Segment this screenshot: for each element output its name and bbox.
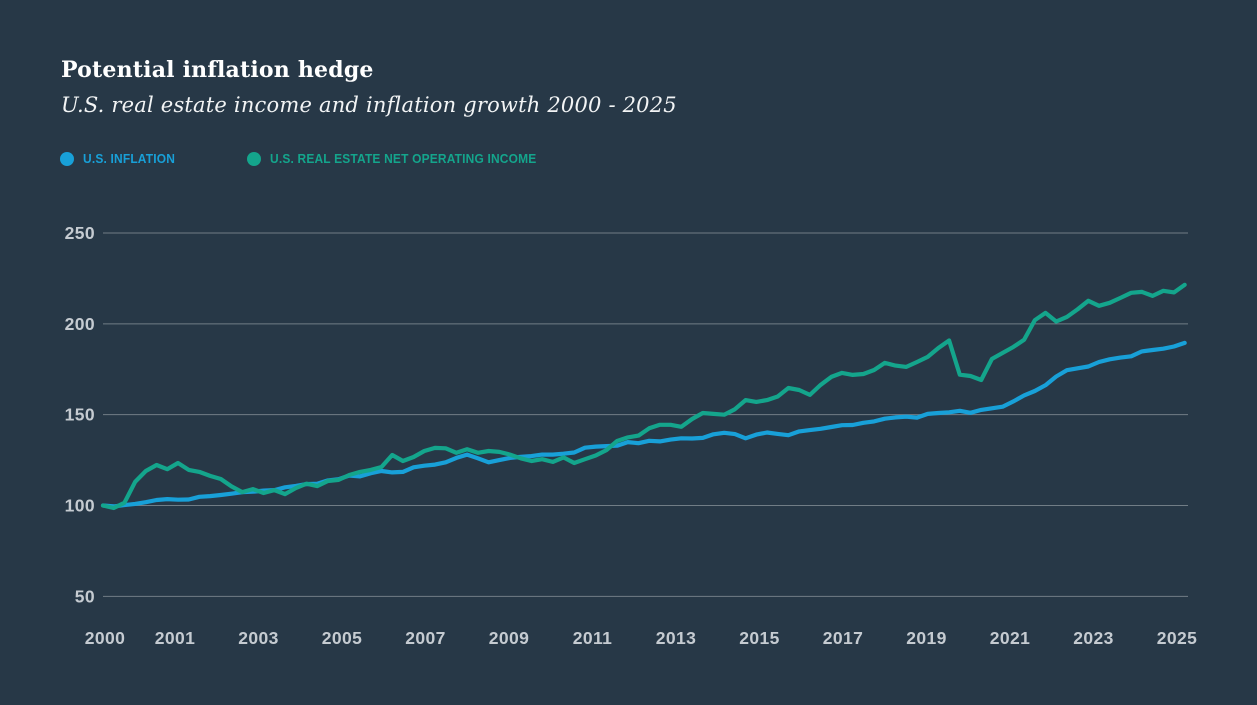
x-axis-tick-label: 2001 xyxy=(155,628,196,648)
x-axis-tick-label: 2011 xyxy=(573,628,613,648)
noi-legend-dot-icon xyxy=(247,151,262,166)
y-axis-tick-label: 250 xyxy=(65,223,95,243)
x-axis-tick-label: 2021 xyxy=(990,628,1031,648)
x-axis-tick-label: 2009 xyxy=(489,628,530,648)
x-axis-tick-label: 2007 xyxy=(405,628,446,648)
line-series-real-estate-noi xyxy=(100,282,1187,511)
x-axis-tick-label: 2017 xyxy=(823,628,864,648)
x-axis-tick-label: 2019 xyxy=(906,628,947,648)
chart-legend: U.S. INFLATION U.S. REAL ESTATE NET OPER… xyxy=(60,151,560,166)
y-axis-tick-label: 200 xyxy=(65,314,95,334)
x-axis-tick-label: 2013 xyxy=(656,628,697,648)
x-axis-tick-label: 2005 xyxy=(322,628,363,648)
y-axis-tick-label: 100 xyxy=(65,496,95,516)
y-axis-tick-label: 150 xyxy=(65,405,95,425)
y-axis-tick-label: 50 xyxy=(75,586,95,606)
chart-subtitle: U.S. real estate income and inflation gr… xyxy=(61,93,677,117)
legend-item-inflation[interactable]: U.S. INFLATION xyxy=(60,151,183,166)
inflation-legend-dot-icon xyxy=(60,151,74,166)
line-series-inflation xyxy=(100,340,1187,509)
x-axis-tick-label: 2000 xyxy=(85,628,126,648)
legend-label-noi: U.S. REAL ESTATE NET OPERATING INCOME xyxy=(270,151,537,166)
x-axis-tick-label: 2023 xyxy=(1073,628,1114,648)
legend-label-inflation: U.S. INFLATION xyxy=(83,151,176,166)
legend-item-noi[interactable]: U.S. REAL ESTATE NET OPERATING INCOME xyxy=(247,151,560,166)
x-axis-tick-label: 2015 xyxy=(739,628,780,648)
chart-title: Potential inflation hedge xyxy=(61,57,374,83)
x-axis-tick-label: 2025 xyxy=(1157,628,1198,648)
x-axis-tick-label: 2003 xyxy=(238,628,279,648)
